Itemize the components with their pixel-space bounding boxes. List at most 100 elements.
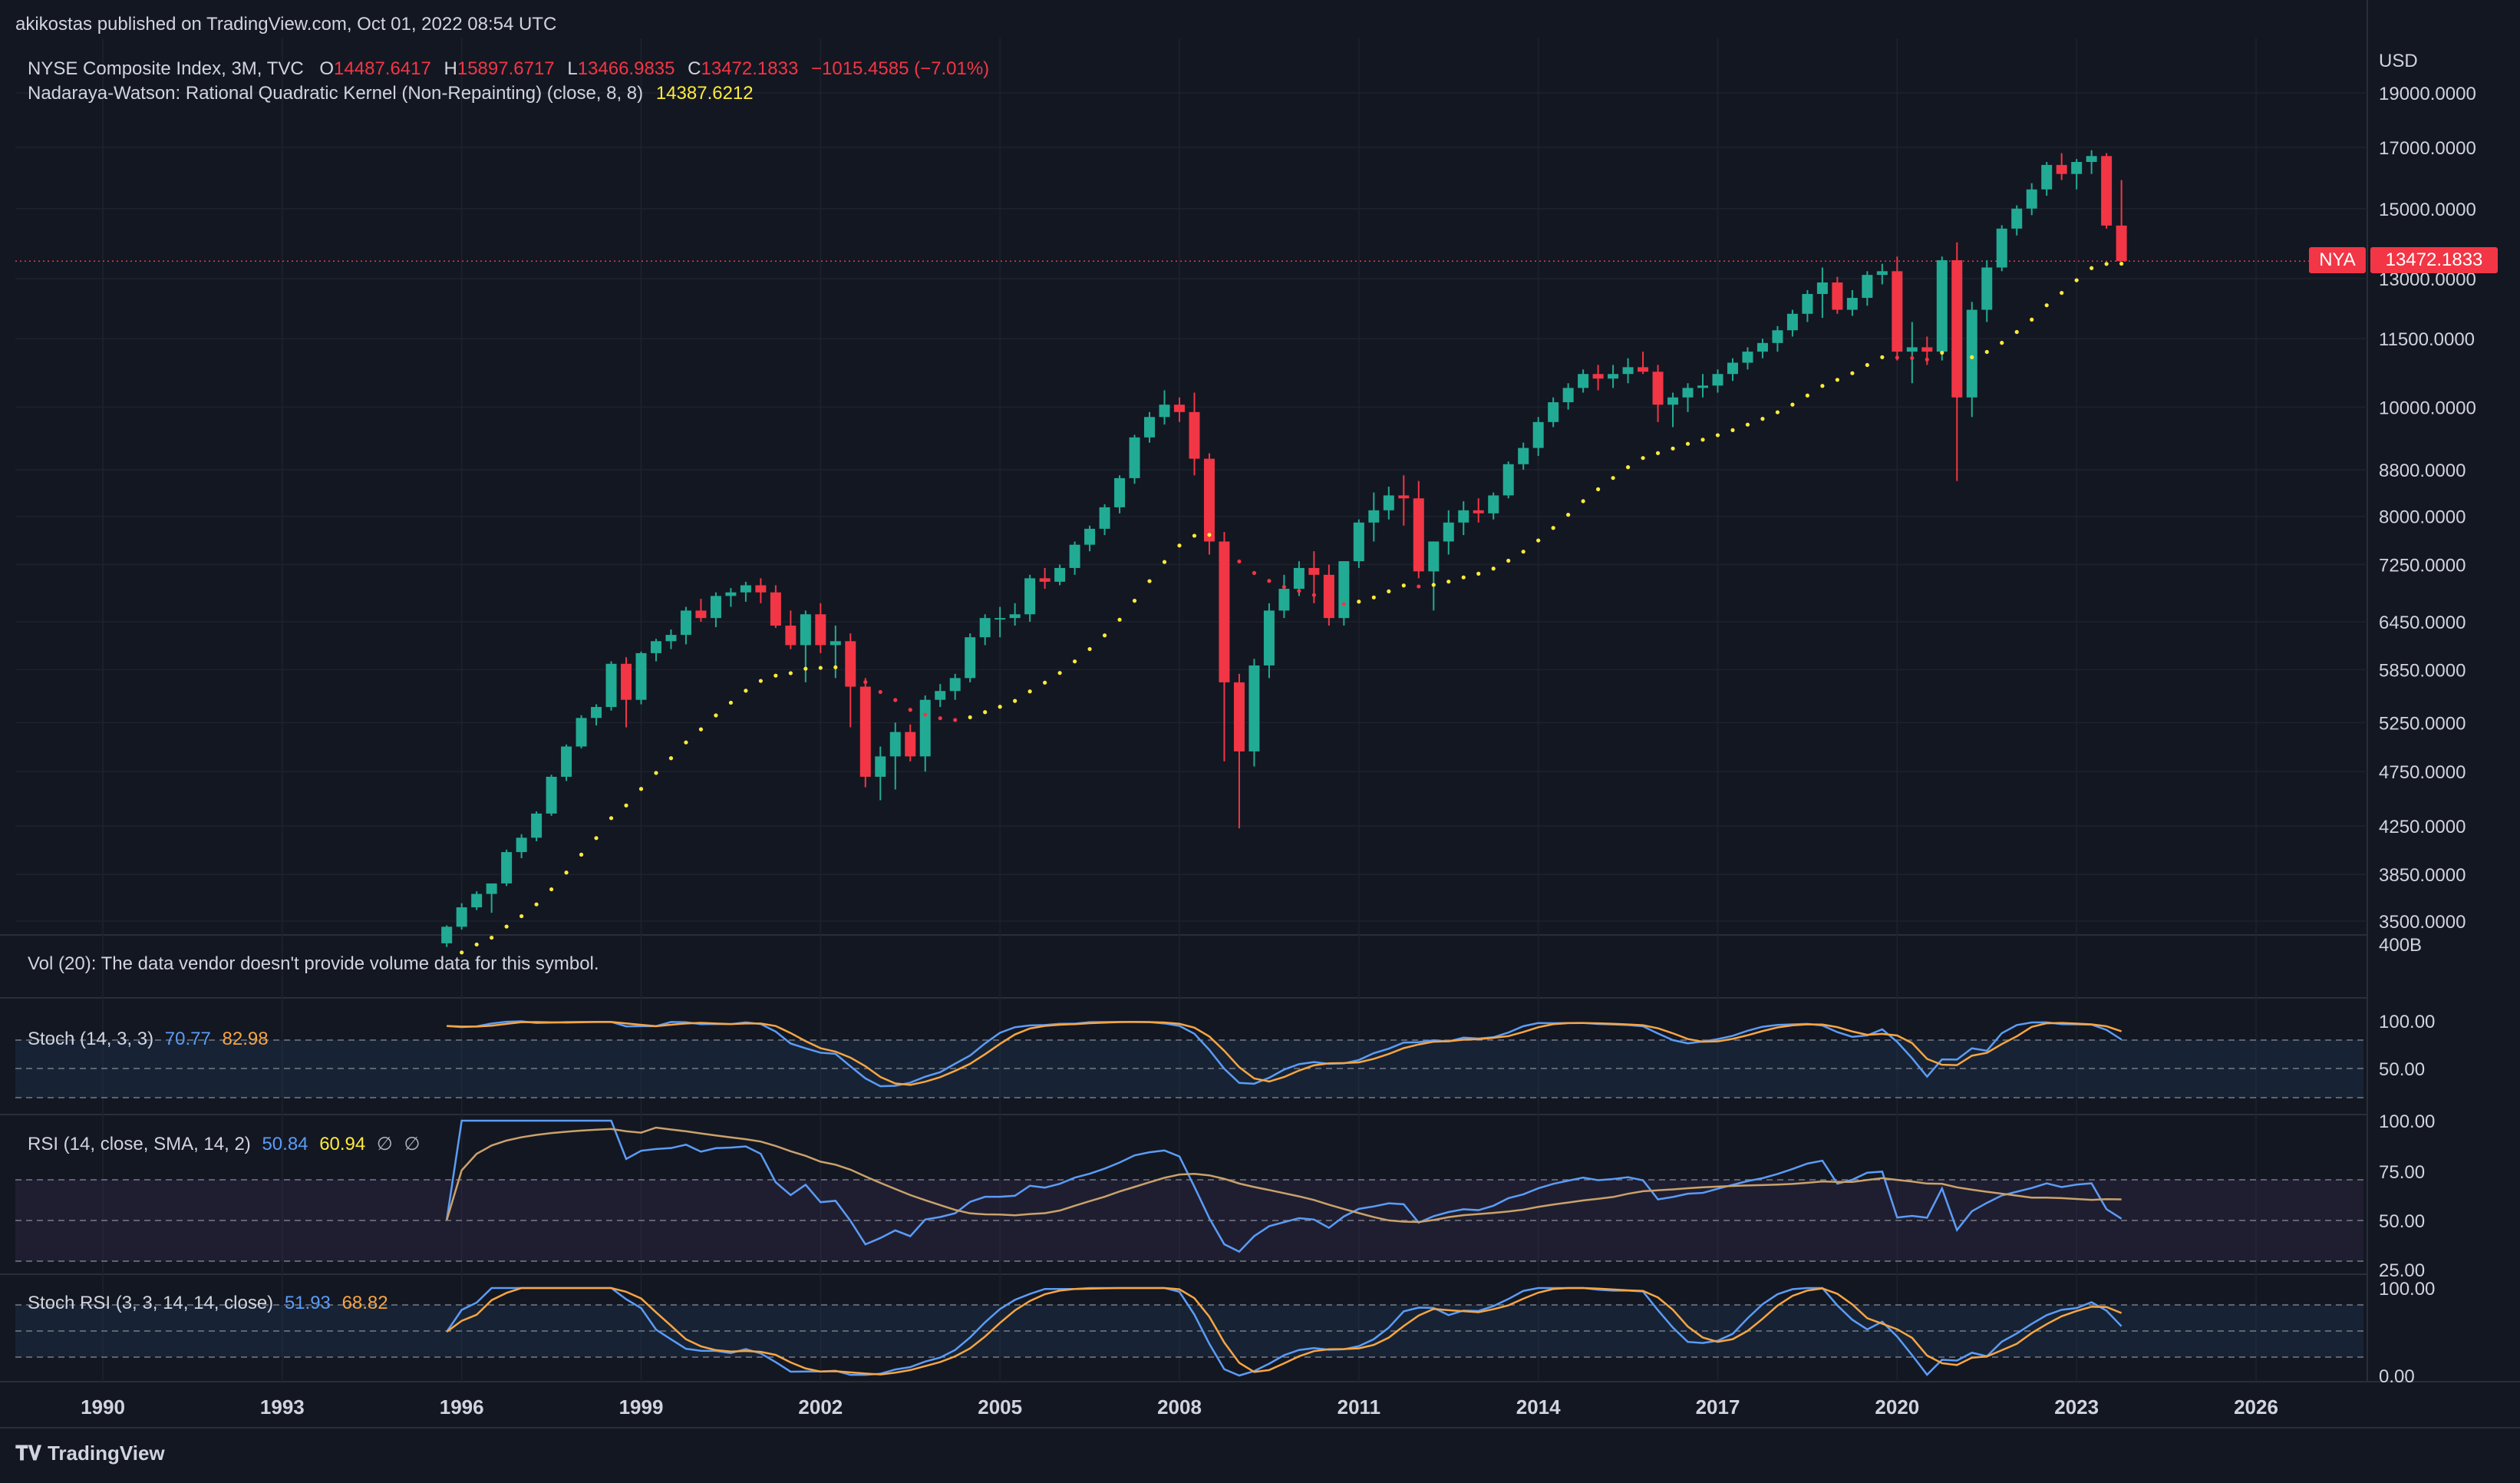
kernel-dot	[1730, 428, 1735, 432]
rsi-ma-value: 60.94	[319, 1134, 366, 1154]
candle-body	[830, 641, 841, 646]
candle-body	[1802, 293, 1813, 314]
candle-body	[1263, 610, 1275, 666]
year-tick-label: 2023	[2054, 1395, 2099, 1419]
candle-body	[2056, 164, 2067, 174]
kernel-dot	[1431, 583, 1436, 587]
candle-body	[456, 907, 467, 927]
candle-body	[1832, 282, 1843, 310]
tradingview-logo[interactable]: 𝐓𝐕 TradingView	[15, 1442, 165, 1466]
kernel-dot	[1043, 680, 1047, 685]
candle-body	[889, 732, 901, 757]
kernel-dot	[1865, 362, 1869, 368]
kernel-dot	[609, 816, 614, 821]
candle-body	[979, 618, 991, 638]
kernel-dot	[1013, 699, 1018, 703]
high-value: 15897.6717	[457, 58, 555, 79]
last-price-symbol: NYA	[2309, 247, 2366, 273]
rsi-axis-label: 100.00	[2379, 1111, 2435, 1132]
candle-body	[1846, 298, 1858, 310]
symbol-legend[interactable]: NYSE Composite Index, 3M, TVC O14487.641…	[28, 58, 989, 80]
candle-body	[1592, 374, 1604, 379]
year-tick-label: 1999	[619, 1395, 664, 1419]
candle-body	[1892, 271, 1903, 352]
kernel-dot	[490, 935, 494, 940]
kernel-dot	[1536, 538, 1541, 543]
rsi-legend[interactable]: RSI (14, close, SMA, 14, 2) 50.84 60.94 …	[28, 1133, 420, 1155]
candle-body	[770, 592, 781, 626]
candle-body	[621, 663, 632, 700]
rsi-na-2: ∅	[404, 1134, 421, 1154]
kernel-dot	[520, 913, 524, 919]
candle-body	[1099, 507, 1110, 529]
kernel-dot	[953, 718, 958, 722]
close-label: C	[688, 58, 701, 79]
candle-body	[1682, 388, 1694, 398]
nadaraya-watson-series	[460, 261, 2124, 955]
candle-body	[516, 837, 527, 853]
kernel-dot	[564, 870, 569, 875]
year-tick-label: 2014	[1516, 1395, 1561, 1419]
kernel-dot	[1671, 446, 1675, 451]
kernel-dot	[534, 902, 539, 907]
kernel-dot	[1596, 487, 1601, 491]
candle-body	[1248, 665, 1260, 751]
price-tick-label: 4750.0000	[2379, 762, 2466, 783]
stochrsi-legend[interactable]: Stoch RSI (3, 3, 14, 14, close) 51.93 68…	[28, 1293, 388, 1314]
year-tick-label: 2005	[978, 1395, 1022, 1419]
kernel-value: 14387.6212	[655, 83, 754, 104]
kernel-dot	[460, 950, 464, 955]
change-value: −1015.4585 (−7.01%)	[810, 58, 990, 79]
kernel-dot	[1387, 589, 1391, 594]
candle-body	[576, 718, 587, 747]
candle-body	[1772, 330, 1783, 343]
rsi-ma-line	[445, 1126, 2122, 1224]
kernel-dot	[1357, 599, 1361, 604]
attribution-text: akikostas published on TradingView.com, …	[15, 14, 557, 35]
kernel-dot	[1715, 433, 1720, 438]
candle-body	[650, 641, 661, 653]
kernel-dot	[1461, 575, 1466, 580]
candle-body	[1727, 362, 1738, 375]
high-label: H	[444, 58, 457, 79]
candle-body	[1742, 352, 1753, 363]
stoch-k-value: 70.77	[164, 1029, 211, 1049]
low-value: 13466.9835	[577, 58, 675, 79]
candle-body	[2071, 161, 2083, 174]
stochrsi-axis-label: 100.00	[2379, 1279, 2435, 1300]
candle-body	[1159, 405, 1170, 418]
candlestick-series	[441, 150, 2127, 947]
candle-body	[1024, 578, 1036, 615]
rsi-axis-label: 25.00	[2379, 1260, 2425, 1281]
year-tick-label: 2026	[2234, 1395, 2278, 1419]
stoch-legend[interactable]: Stoch (14, 3, 3) 70.77 82.98	[28, 1029, 269, 1050]
candle-body	[546, 776, 557, 814]
kernel-dot	[1895, 355, 1899, 360]
stoch-d-value: 82.98	[222, 1029, 269, 1049]
candle-body	[1906, 347, 1918, 352]
stochrsi-d-value: 68.82	[341, 1293, 388, 1313]
candle-body	[1398, 495, 1410, 499]
candle-body	[1084, 528, 1096, 545]
candle-body	[2101, 156, 2113, 226]
price-tick-label: 17000.0000	[2379, 138, 2476, 159]
kernel-dot	[579, 852, 584, 857]
year-tick-label: 1993	[260, 1395, 305, 1419]
candle-body	[2026, 189, 2037, 209]
candle-body	[1114, 477, 1126, 507]
price-tick-label: 8000.0000	[2379, 507, 2466, 528]
year-tick-label: 1990	[81, 1395, 125, 1419]
kernel-dot	[878, 689, 882, 695]
kernel-dot	[893, 698, 898, 702]
indicator-bands	[15, 1039, 2363, 1358]
candle-body	[591, 707, 602, 718]
candle-body	[725, 592, 737, 596]
candle-body	[1383, 495, 1394, 510]
candle-body	[1458, 510, 1469, 523]
kernel-legend[interactable]: Nadaraya-Watson: Rational Quadratic Kern…	[28, 83, 754, 104]
currency-label: USD	[2379, 51, 2418, 71]
kernel-dot	[1925, 357, 1929, 362]
candle-body	[919, 699, 931, 757]
kernel-dot	[1177, 543, 1182, 548]
